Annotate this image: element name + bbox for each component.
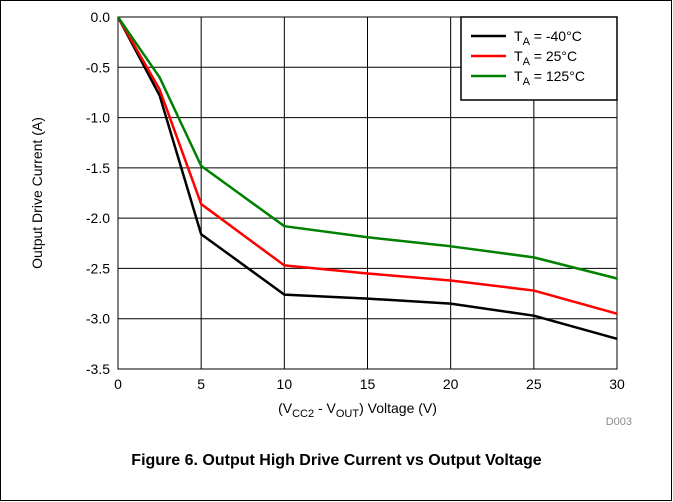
- legend-box: [460, 16, 618, 101]
- x-tick-label: 5: [197, 376, 205, 392]
- x-axis-label-part: CC2: [292, 408, 314, 420]
- legend-label-part: T: [514, 68, 523, 84]
- x-axis-label-part: OUT: [336, 408, 360, 420]
- series-line-0: [116, 16, 618, 341]
- legend-label-part: T: [514, 28, 523, 44]
- x-axis-label-part: ) Voltage (V): [359, 400, 437, 416]
- x-axis-label-part: (V: [278, 400, 293, 416]
- legend-label-part: T: [514, 48, 523, 64]
- x-tick-label: 15: [360, 376, 376, 392]
- legend-label-part: = 125°C: [530, 68, 585, 84]
- legend-label: TA = 125°C: [514, 68, 585, 88]
- x-tick-label: 30: [609, 376, 625, 392]
- legend-label-part: = -40°C: [530, 28, 582, 44]
- legend-label-part: A: [523, 36, 531, 48]
- figure-caption: Figure 6. Output High Drive Current vs O…: [131, 452, 542, 469]
- figure-code: D003: [606, 416, 632, 428]
- x-tick-label: 25: [526, 376, 542, 392]
- legend-label-part: A: [523, 76, 531, 88]
- line-chart: 0 5 10 15 20 25 30 0.0 -0.5 -1.0 -1.5 -2.0 -2.5 -3.0…: [29, 9, 632, 428]
- x-tick-label: 20: [443, 376, 459, 392]
- y-tick-label: -0.5: [86, 59, 110, 75]
- y-tick-label: -1.5: [86, 160, 110, 176]
- series-lines: [116, 16, 618, 341]
- legend: TA = -40°CTA = 25°CTA = 125°C: [460, 16, 618, 101]
- legend-label: TA = -40°C: [514, 28, 582, 48]
- x-axis-label: (VCC2 - VOUT) Voltage (V): [278, 400, 437, 420]
- legend-label-part: = 25°C: [530, 48, 577, 64]
- y-tick-label: -3.0: [86, 311, 110, 327]
- y-tick-label: 0.0: [91, 9, 111, 25]
- legend-label: TA = 25°C: [514, 48, 577, 68]
- x-tick-label: 10: [277, 376, 293, 392]
- y-tick-label: -3.5: [86, 361, 110, 377]
- y-tick-label: -1.0: [86, 110, 110, 126]
- x-tick-label: 0: [114, 376, 122, 392]
- y-tick-labels: 0.0 -0.5 -1.0 -1.5 -2.0 -2.5 -3.0 -3.5: [86, 9, 110, 377]
- y-tick-label: -2.5: [86, 260, 110, 276]
- legend-label-part: A: [523, 56, 531, 68]
- y-axis-label: Output Drive Current (A): [29, 117, 45, 269]
- series-line-1: [116, 16, 618, 315]
- x-axis-label-part: - V: [314, 400, 336, 416]
- y-tick-label: -2.0: [86, 210, 110, 226]
- x-tick-labels: 0 5 10 15 20 25 30: [114, 376, 625, 392]
- plot-area: [117, 16, 618, 370]
- series-line-2: [116, 16, 618, 280]
